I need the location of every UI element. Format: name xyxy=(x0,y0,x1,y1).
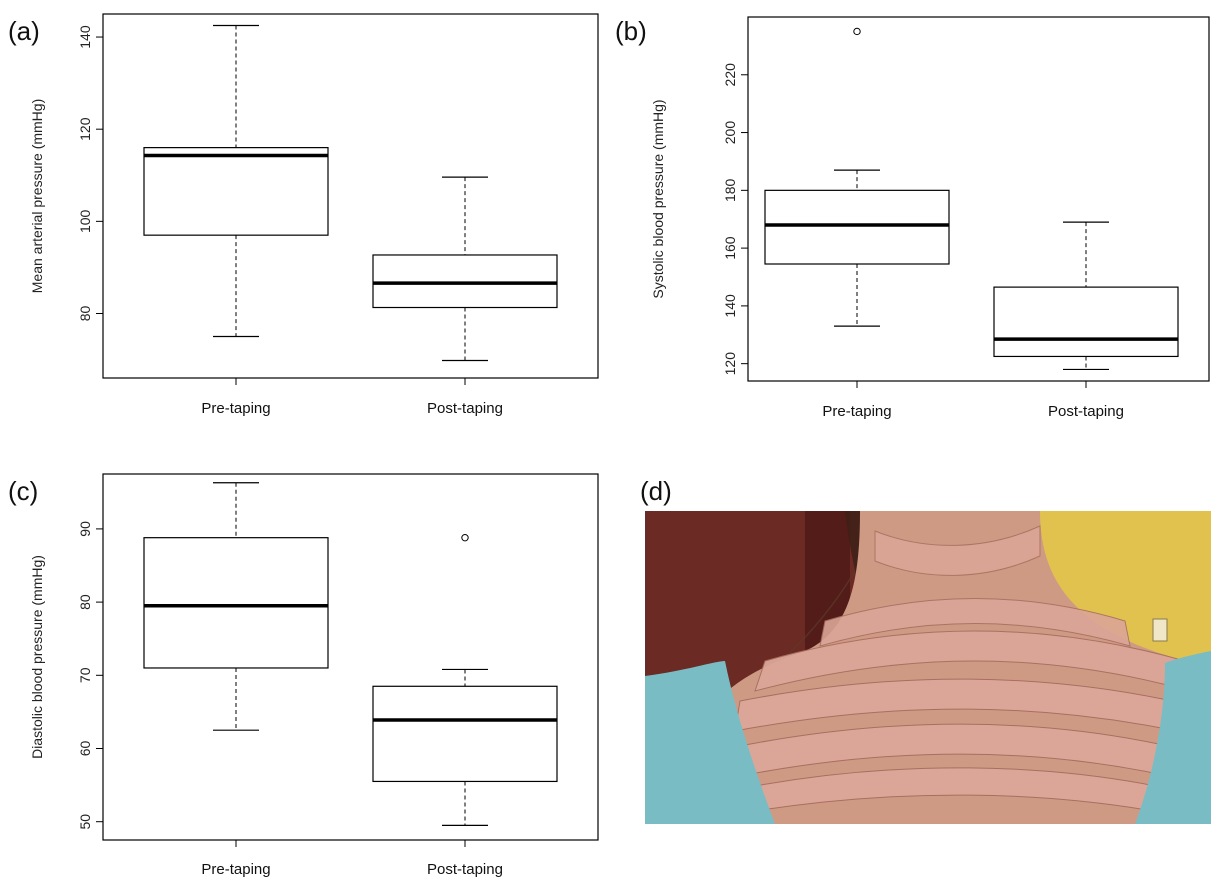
neck-tape-photo xyxy=(645,511,1211,824)
photo-panel-d: (d) xyxy=(640,476,1211,824)
y-tick-label: 80 xyxy=(77,305,93,321)
box-iqr xyxy=(372,685,558,783)
x-category-label: Post-taping xyxy=(1048,403,1124,420)
box-iqr xyxy=(143,147,329,236)
panel-label-a: (a) xyxy=(8,16,40,46)
x-category-label: Pre-taping xyxy=(201,861,270,877)
x-category-label: Post-taping xyxy=(427,400,503,417)
plot-area-c: 50 60 70 80 90 Diastolic blood pressure (mmHg… xyxy=(29,473,599,877)
x-category-label: Post-taping xyxy=(427,861,503,877)
y-tick-label: 50 xyxy=(77,814,93,830)
plot-frame xyxy=(747,16,1210,382)
photo-tape-strips xyxy=(734,525,1201,817)
photo-shirt-left xyxy=(645,661,775,824)
x-category-label: Pre-taping xyxy=(201,400,270,417)
panel-label-c: (c) xyxy=(8,476,38,506)
box-iqr xyxy=(993,286,1179,358)
y-tick-label: 120 xyxy=(77,117,93,141)
photo-light-switch xyxy=(1152,618,1168,642)
y-tick-label: 70 xyxy=(77,667,93,683)
box-iqr xyxy=(143,537,329,669)
plot-area-b: 120 140 160 180 200 220 Systolic blood pressur… xyxy=(650,16,1210,420)
outlier-point xyxy=(461,533,469,542)
outlier-point xyxy=(853,27,861,36)
y-tick-label: 120 xyxy=(722,352,738,376)
x-category-label: Pre-taping xyxy=(822,403,891,420)
panel-label-d: (d) xyxy=(640,476,672,506)
y-tick-label: 140 xyxy=(722,294,738,318)
chart-panel-a: (a) 80 100 120 140 Mean arterial pressure (m… xyxy=(8,13,599,417)
box-iqr xyxy=(764,189,950,265)
y-axis-title: Mean arterial pressure (mmHg) xyxy=(29,99,45,294)
plot-area-a: 80 100 120 140 Mean arterial pressure (mmHg)… xyxy=(29,13,599,417)
y-tick-label: 140 xyxy=(77,25,93,49)
chart-panel-b: (b) 120 140 160 180 200 220 Systolic blood pre… xyxy=(615,16,1210,420)
box-iqr xyxy=(372,254,558,309)
y-tick-label: 80 xyxy=(77,594,93,610)
y-tick-label: 60 xyxy=(77,741,93,757)
chart-panel-c: (c) 50 60 70 80 90 Diastolic blood pressure (… xyxy=(8,473,599,877)
y-axis-title: Diastolic blood pressure (mmHg) xyxy=(29,555,45,759)
y-tick-label: 90 xyxy=(77,521,93,537)
plot-frame xyxy=(102,13,599,379)
panel-label-b: (b) xyxy=(615,16,647,46)
y-tick-label: 200 xyxy=(722,121,738,145)
y-tick-label: 180 xyxy=(722,178,738,202)
y-tick-label: 100 xyxy=(77,209,93,233)
plot-frame xyxy=(102,473,599,841)
photo-shirt-right xyxy=(1135,651,1211,824)
y-tick-label: 220 xyxy=(722,63,738,87)
y-tick-label: 160 xyxy=(722,236,738,260)
y-axis-title: Systolic blood pressure (mmHg) xyxy=(650,99,666,298)
